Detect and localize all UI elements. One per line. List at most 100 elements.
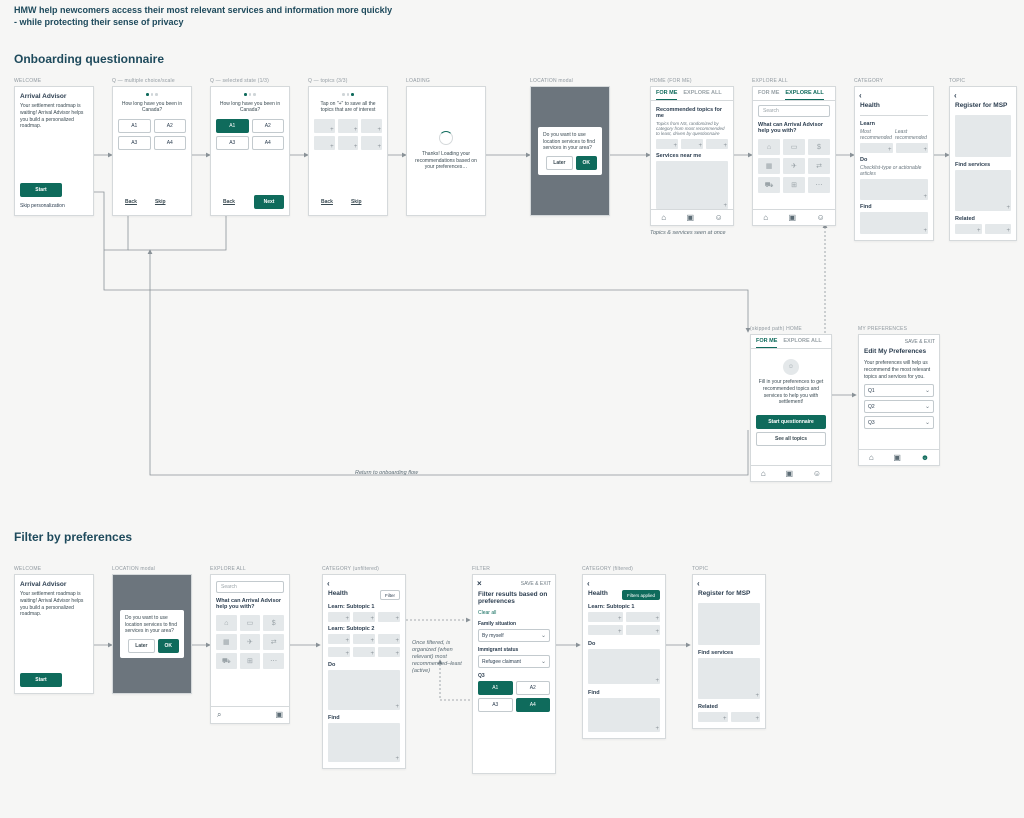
- profile-icon[interactable]: ☺: [813, 469, 821, 478]
- save-exit-link[interactable]: SAVE & EXIT: [863, 339, 935, 345]
- close-icon[interactable]: ×: [477, 579, 482, 588]
- category-tile[interactable]: $: [263, 615, 284, 631]
- tab-explore-all[interactable]: EXPLORE ALL: [683, 90, 721, 100]
- learn-card[interactable]: +: [378, 612, 400, 622]
- f-ok-button[interactable]: OK: [158, 639, 180, 653]
- filter-f1-field[interactable]: By myself: [478, 629, 550, 642]
- learn-card[interactable]: +: [860, 143, 893, 153]
- learn-card[interactable]: +: [353, 612, 375, 622]
- category-tile[interactable]: ✈: [240, 634, 261, 650]
- category-tile[interactable]: ⛟: [758, 177, 780, 193]
- pref-field-q1[interactable]: Q1: [864, 384, 934, 397]
- filter-button[interactable]: Filter: [380, 590, 400, 600]
- bookmark-icon[interactable]: ▣: [786, 469, 794, 478]
- f-start-button[interactable]: Start: [20, 673, 62, 687]
- topic-card[interactable]: +: [361, 119, 382, 133]
- opt-a1[interactable]: A1: [118, 119, 151, 133]
- opt-a2[interactable]: A2: [154, 119, 187, 133]
- learn-card[interactable]: +: [626, 612, 661, 622]
- search-input[interactable]: Search: [758, 105, 830, 117]
- learn-card[interactable]: +: [353, 634, 375, 644]
- service-card[interactable]: +: [698, 658, 760, 700]
- bookmark-icon[interactable]: ▣: [893, 453, 901, 462]
- skip-button[interactable]: Skip: [148, 195, 173, 209]
- category-tile[interactable]: ⊞: [783, 177, 805, 193]
- rec-card[interactable]: +: [656, 139, 678, 149]
- opt-a3-2[interactable]: A3: [216, 136, 249, 150]
- back-chevron-icon[interactable]: ‹: [859, 91, 928, 100]
- see-all-topics-button[interactable]: See all topics: [756, 432, 826, 446]
- related-card[interactable]: +: [698, 712, 728, 722]
- category-tile[interactable]: $: [808, 139, 830, 155]
- category-tile[interactable]: ⛟: [216, 653, 237, 669]
- later-button[interactable]: Later: [546, 156, 572, 170]
- category-tile[interactable]: ⌂: [758, 139, 780, 155]
- category-tile[interactable]: ▭: [240, 615, 261, 631]
- learn-card[interactable]: +: [896, 143, 929, 153]
- back-button-2[interactable]: Back: [216, 195, 242, 209]
- bookmark-icon[interactable]: ▣: [789, 213, 797, 222]
- category-tile[interactable]: ⇄: [808, 158, 830, 174]
- ok-button[interactable]: OK: [576, 156, 598, 170]
- category-tile[interactable]: ⇄: [263, 634, 284, 650]
- opt-a4-2[interactable]: A4: [252, 136, 285, 150]
- find-card[interactable]: +: [860, 212, 928, 234]
- search-nav-icon[interactable]: ⌕: [217, 710, 221, 720]
- profile-icon[interactable]: ☻: [921, 453, 929, 462]
- learn-card[interactable]: +: [626, 625, 661, 635]
- back-chevron-icon[interactable]: ‹: [327, 579, 400, 588]
- filter-opt-a3[interactable]: A3: [478, 698, 513, 712]
- filter-save-exit[interactable]: SAVE & EXIT: [521, 581, 551, 587]
- category-tile[interactable]: ✈: [783, 158, 805, 174]
- topic-card[interactable]: +: [314, 136, 335, 150]
- category-tile[interactable]: ⋯: [808, 177, 830, 193]
- learn-card[interactable]: +: [328, 647, 350, 657]
- learn-card[interactable]: +: [588, 625, 623, 635]
- back-button[interactable]: Back: [118, 195, 144, 209]
- category-tile[interactable]: ▭: [783, 139, 805, 155]
- filter-f2-field[interactable]: Refugee claimant: [478, 655, 550, 668]
- rec-card[interactable]: +: [706, 139, 728, 149]
- topic-card[interactable]: +: [338, 119, 359, 133]
- topic-card[interactable]: +: [314, 119, 335, 133]
- home-icon[interactable]: ⌂: [661, 213, 666, 222]
- pref-field-q3[interactable]: Q3: [864, 416, 934, 429]
- next-button[interactable]: Next: [254, 195, 284, 209]
- f-search-input[interactable]: Search: [216, 581, 284, 593]
- tab-explore-all-2[interactable]: EXPLORE ALL: [785, 90, 823, 100]
- f-later-button[interactable]: Later: [128, 639, 154, 653]
- tab-for-me[interactable]: FOR ME: [656, 90, 677, 100]
- skip-button-3[interactable]: Skip: [344, 195, 369, 209]
- bookmark-icon[interactable]: ▣: [275, 710, 283, 720]
- opt-a3[interactable]: A3: [118, 136, 151, 150]
- do-card[interactable]: +: [860, 179, 928, 201]
- category-tile[interactable]: ▦: [758, 158, 780, 174]
- do-card[interactable]: +: [588, 649, 660, 684]
- profile-icon[interactable]: ☺: [817, 213, 825, 222]
- category-tile[interactable]: ⋯: [263, 653, 284, 669]
- service-card[interactable]: +: [955, 170, 1011, 212]
- learn-card[interactable]: +: [328, 634, 350, 644]
- home-icon[interactable]: ⌂: [763, 213, 768, 222]
- learn-card[interactable]: +: [378, 647, 400, 657]
- start-questionnaire-button[interactable]: Start questionnaire: [756, 415, 826, 429]
- related-card[interactable]: +: [985, 224, 1012, 234]
- find-card[interactable]: +: [588, 698, 660, 733]
- category-tile[interactable]: ⊞: [240, 653, 261, 669]
- filter-opt-a4[interactable]: A4: [516, 698, 551, 712]
- opt-a2-2[interactable]: A2: [252, 119, 285, 133]
- topic-card[interactable]: +: [338, 136, 359, 150]
- opt-a1-sel[interactable]: A1: [216, 119, 249, 133]
- learn-card[interactable]: +: [588, 612, 623, 622]
- home-icon[interactable]: ⌂: [761, 469, 766, 478]
- tab-explore-all-3[interactable]: EXPLORE ALL: [783, 338, 821, 348]
- learn-card[interactable]: +: [328, 612, 350, 622]
- topic-card[interactable]: +: [361, 136, 382, 150]
- back-chevron-icon[interactable]: ‹: [954, 91, 1011, 100]
- rec-card[interactable]: +: [681, 139, 703, 149]
- related-card[interactable]: +: [955, 224, 982, 234]
- category-tile[interactable]: ▦: [216, 634, 237, 650]
- clear-all-link[interactable]: Clear all: [478, 610, 550, 616]
- opt-a4[interactable]: A4: [154, 136, 187, 150]
- tab-for-me-3[interactable]: FOR ME: [756, 338, 777, 348]
